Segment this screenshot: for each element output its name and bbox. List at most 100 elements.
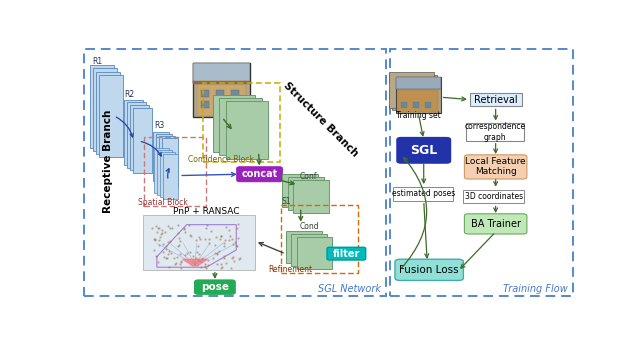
FancyBboxPatch shape <box>395 259 463 280</box>
Point <box>156 227 166 233</box>
Point <box>200 265 211 271</box>
Text: SGL Network: SGL Network <box>317 284 381 294</box>
Bar <box>396 77 440 113</box>
Point <box>229 258 239 264</box>
Point <box>164 248 175 254</box>
Bar <box>398 90 438 112</box>
Point <box>230 240 240 245</box>
Point <box>163 239 173 245</box>
Bar <box>193 63 250 82</box>
Point <box>216 233 226 238</box>
Text: correspondence
graph: correspondence graph <box>465 122 525 142</box>
Point <box>193 243 203 249</box>
Point <box>216 265 227 270</box>
Bar <box>463 190 524 204</box>
Point <box>228 241 238 247</box>
Point <box>163 265 173 270</box>
Bar <box>425 102 431 108</box>
FancyBboxPatch shape <box>327 247 365 260</box>
Point <box>159 254 170 260</box>
Bar <box>193 81 250 84</box>
Point <box>179 226 189 231</box>
Bar <box>390 49 573 296</box>
Point <box>193 251 204 257</box>
Point <box>188 253 198 258</box>
Text: Retrieval: Retrieval <box>474 95 518 105</box>
Bar <box>393 187 454 201</box>
Point <box>174 242 184 248</box>
Bar <box>201 90 209 97</box>
Text: pose: pose <box>201 282 229 292</box>
Bar <box>413 102 419 108</box>
Point <box>218 241 228 246</box>
Point <box>201 225 211 230</box>
Bar <box>129 105 150 170</box>
Point <box>154 237 164 243</box>
Point <box>151 224 161 229</box>
Point <box>174 235 184 241</box>
Point <box>169 255 179 260</box>
Point <box>150 236 160 241</box>
Bar <box>389 72 434 108</box>
Point <box>152 229 162 234</box>
Point <box>163 223 173 229</box>
Point <box>200 237 211 242</box>
Point <box>227 256 237 261</box>
Bar <box>163 154 178 199</box>
Point <box>161 243 172 249</box>
Text: PnP + RANSAC: PnP + RANSAC <box>173 207 240 216</box>
Point <box>235 255 245 260</box>
Point <box>157 249 168 255</box>
FancyBboxPatch shape <box>397 138 451 163</box>
FancyBboxPatch shape <box>465 155 527 179</box>
Point <box>221 260 232 266</box>
Point <box>224 227 234 233</box>
Point <box>154 225 164 231</box>
Bar <box>90 65 114 148</box>
Bar <box>196 84 246 116</box>
Bar <box>231 101 239 108</box>
Point <box>186 249 196 255</box>
Bar <box>193 63 250 117</box>
Point <box>152 225 163 231</box>
Point <box>184 222 194 227</box>
Point <box>202 222 212 228</box>
Point <box>161 256 171 261</box>
Point <box>155 235 165 240</box>
Bar <box>281 205 358 273</box>
Text: BA Trainer: BA Trainer <box>470 219 521 229</box>
Point <box>173 230 183 235</box>
Bar <box>220 98 262 155</box>
Bar <box>127 102 147 168</box>
Bar <box>216 101 224 108</box>
Point <box>182 250 192 256</box>
Point <box>173 243 183 249</box>
Text: Training Flow: Training Flow <box>503 284 568 294</box>
Point <box>193 257 204 263</box>
Bar <box>396 77 440 113</box>
Point <box>204 240 214 246</box>
Bar <box>297 237 332 269</box>
Bar <box>124 100 143 165</box>
Point <box>226 266 236 271</box>
FancyBboxPatch shape <box>195 280 236 294</box>
Point <box>177 258 187 264</box>
Bar <box>161 152 175 197</box>
Bar <box>154 148 169 193</box>
Point <box>210 250 220 256</box>
Point <box>179 226 189 232</box>
Point <box>215 236 225 242</box>
Bar <box>401 102 408 108</box>
Text: Structure Branch: Structure Branch <box>282 81 360 159</box>
Point <box>185 232 195 238</box>
Point <box>232 244 242 249</box>
Point <box>227 237 237 242</box>
Text: Refinement: Refinement <box>269 265 313 274</box>
Point <box>176 265 186 271</box>
Point <box>170 262 180 267</box>
Text: Conf: Conf <box>300 172 317 181</box>
Point <box>232 225 242 231</box>
Bar <box>470 93 522 107</box>
Bar <box>213 95 255 152</box>
Bar <box>282 174 318 207</box>
